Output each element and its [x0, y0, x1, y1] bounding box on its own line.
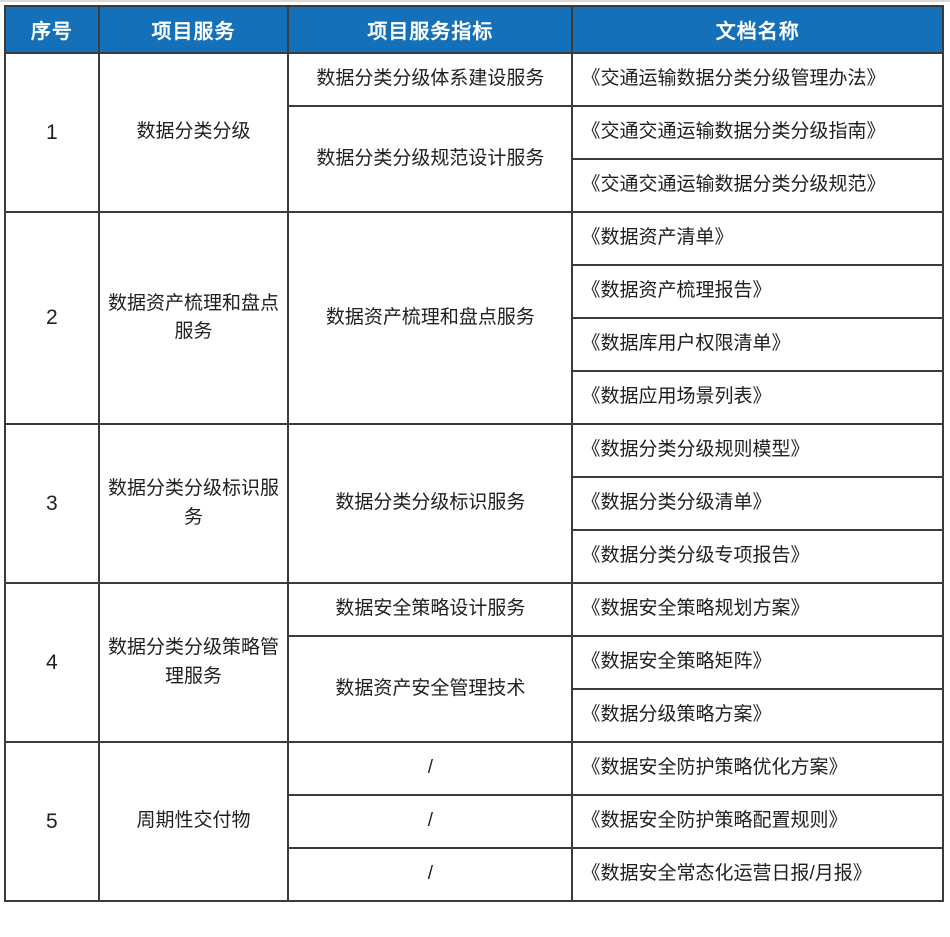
cell-service: 数据分类分级标识服务	[97, 423, 290, 584]
cell-document: 《数据分类分级规则模型》	[571, 423, 944, 478]
cell-service: 数据资产梳理和盘点服务	[97, 211, 290, 425]
header-row: 序号 项目服务 项目服务指标 文档名称	[4, 5, 944, 54]
table-row: 《数据库用户权限清单》	[5, 317, 944, 372]
cell-indicator: 数据分类分级体系建设服务	[287, 52, 574, 107]
cell-document: 《数据应用场景列表》	[571, 370, 944, 425]
deliverables-table: 序号 项目服务 项目服务指标 文档名称 1 数据分类分级 数据分类分级体系建设服…	[4, 5, 944, 902]
cell-indicator: 数据资产梳理和盘点服务	[287, 211, 574, 425]
table-row: 5 周期性交付物 / 《数据安全防护策略优化方案》	[4, 741, 944, 902]
table-row: 3 数据分类分级标识服务 数据分类分级标识服务 《数据分类分级规则模型》	[4, 423, 944, 584]
table-row: / 《数据安全防护策略配置规则》	[5, 794, 944, 849]
cell-document: 《数据库用户权限清单》	[571, 317, 944, 372]
cell-no: 2	[4, 211, 100, 425]
cell-indicator: 数据资产安全管理技术	[287, 635, 574, 743]
table-row: 《数据资产梳理报告》	[5, 264, 944, 319]
cell-indicator: /	[287, 794, 574, 849]
column-header-indicator: 项目服务指标	[287, 5, 574, 54]
table-row: 数据分类分级规范设计服务 《交通交通运输数据分类分级指南》	[5, 105, 944, 213]
cell-document: 《数据安全防护策略优化方案》	[571, 741, 944, 796]
table-row: / 《数据安全常态化运营日报/月报》	[5, 847, 944, 902]
table-row: 4 数据分类分级策略管理服务 数据安全策略设计服务 《数据安全策略规划方案》	[4, 582, 944, 743]
cell-document: 《交通交通运输数据分类分级指南》	[571, 105, 944, 160]
table-body: 1 数据分类分级 数据分类分级体系建设服务 《交通运输数据分类分级管理办法》 数…	[4, 52, 944, 902]
cell-document: 《数据安全常态化运营日报/月报》	[571, 847, 944, 902]
cell-document: 《交通交通运输数据分类分级规范》	[571, 158, 944, 213]
table-header: 序号 项目服务 项目服务指标 文档名称	[4, 5, 944, 54]
cell-indicator: 数据安全策略设计服务	[287, 582, 574, 637]
cell-document: 《数据安全策略矩阵》	[571, 635, 944, 690]
cell-service: 数据分类分级	[97, 52, 290, 213]
cell-no: 1	[4, 52, 100, 213]
table-row: 数据资产安全管理技术 《数据安全策略矩阵》	[5, 635, 944, 743]
cell-document: 《数据资产清单》	[571, 211, 944, 266]
cell-document: 《交通运输数据分类分级管理办法》	[571, 52, 944, 107]
cell-indicator: /	[287, 741, 574, 796]
table-row: 《交通交通运输数据分类分级规范》	[5, 158, 944, 213]
cell-service: 数据分类分级策略管理服务	[97, 582, 290, 743]
cell-no: 3	[4, 423, 100, 584]
table-row: 《数据分类分级清单》	[5, 476, 944, 531]
cell-indicator: /	[287, 847, 574, 902]
cell-document: 《数据分类分级专项报告》	[571, 529, 944, 584]
cell-no: 5	[4, 741, 100, 902]
cell-document: 《数据分类分级清单》	[571, 476, 944, 531]
column-header-no: 序号	[4, 5, 100, 54]
cell-indicator: 数据分类分级规范设计服务	[287, 105, 574, 213]
table-row: 1 数据分类分级 数据分类分级体系建设服务 《交通运输数据分类分级管理办法》	[4, 52, 944, 213]
cell-document: 《数据资产梳理报告》	[571, 264, 944, 319]
column-header-document: 文档名称	[571, 5, 944, 54]
table-row: 《数据分级策略方案》	[5, 688, 944, 743]
cell-no: 4	[4, 582, 100, 743]
cell-document: 《数据分级策略方案》	[571, 688, 944, 743]
cell-document: 《数据安全防护策略配置规则》	[571, 794, 944, 849]
page-top-divider	[0, 0, 950, 2]
cell-service: 周期性交付物	[97, 741, 290, 902]
column-header-service: 项目服务	[97, 5, 290, 54]
cell-indicator: 数据分类分级标识服务	[287, 423, 574, 584]
table-row: 《数据分类分级专项报告》	[5, 529, 944, 584]
table-row: 《数据应用场景列表》	[5, 370, 944, 425]
cell-document: 《数据安全策略规划方案》	[571, 582, 944, 637]
table-row: 2 数据资产梳理和盘点服务 数据资产梳理和盘点服务 《数据资产清单》	[4, 211, 944, 425]
